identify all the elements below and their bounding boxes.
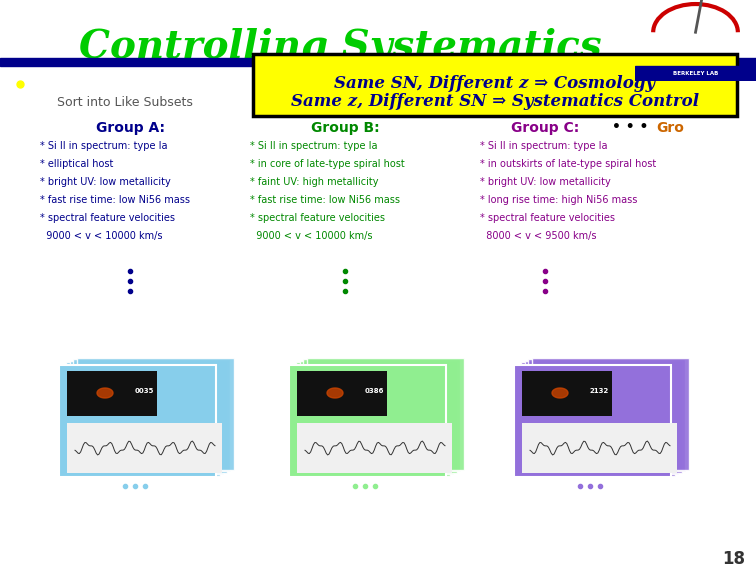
Text: 0035: 0035: [135, 388, 154, 394]
FancyBboxPatch shape: [66, 362, 223, 474]
Bar: [67, 423, 222, 473]
Text: 18: 18: [722, 550, 745, 568]
Text: * fast rise time: low Ni56 mass: * fast rise time: low Ni56 mass: [250, 195, 400, 205]
FancyBboxPatch shape: [293, 363, 450, 476]
FancyBboxPatch shape: [253, 54, 737, 116]
Text: * bright UV: low metallicity: * bright UV: low metallicity: [480, 177, 611, 187]
FancyBboxPatch shape: [514, 365, 671, 477]
Text: * spectral feature velocities: * spectral feature velocities: [480, 213, 615, 223]
FancyBboxPatch shape: [521, 362, 678, 474]
Text: Group B:: Group B:: [311, 121, 380, 135]
Text: 9000 < v < 10000 km/s: 9000 < v < 10000 km/s: [40, 231, 163, 241]
Text: SN
2132: SN 2132: [615, 430, 646, 452]
Bar: [297, 371, 387, 416]
Bar: [0, 58, 756, 66]
Text: * elliptical host: * elliptical host: [40, 159, 113, 169]
FancyBboxPatch shape: [289, 365, 446, 477]
FancyBboxPatch shape: [303, 359, 460, 471]
Text: Sort into Like Subsets: Sort into Like Subsets: [57, 96, 193, 109]
Text: 2132: 2132: [590, 388, 609, 394]
Text: * long rise time: high Ni56 mass: * long rise time: high Ni56 mass: [480, 195, 637, 205]
FancyBboxPatch shape: [59, 365, 216, 477]
Text: • • •: • • •: [612, 120, 648, 134]
Bar: [635, 66, 756, 81]
Bar: [297, 423, 452, 473]
Bar: [522, 423, 677, 473]
Bar: [522, 371, 612, 416]
Text: Controlling Systematics: Controlling Systematics: [79, 28, 601, 66]
Polygon shape: [97, 388, 113, 398]
Text: * Si II in spectrum: type Ia: * Si II in spectrum: type Ia: [40, 141, 168, 151]
Text: * Si II in spectrum: type Ia: * Si II in spectrum: type Ia: [480, 141, 608, 151]
Text: Same z, Different SN ⇒ Systematics Control: Same z, Different SN ⇒ Systematics Contr…: [291, 93, 699, 111]
FancyBboxPatch shape: [306, 358, 463, 469]
Text: 8000 < v < 9500 km/s: 8000 < v < 9500 km/s: [480, 231, 596, 241]
FancyBboxPatch shape: [518, 363, 674, 476]
Text: * bright UV: low metallicity: * bright UV: low metallicity: [40, 177, 171, 187]
Text: Gro: Gro: [656, 121, 684, 135]
Text: * in outskirts of late-type spiral host: * in outskirts of late-type spiral host: [480, 159, 656, 169]
FancyBboxPatch shape: [59, 365, 216, 477]
FancyBboxPatch shape: [299, 361, 457, 472]
Polygon shape: [552, 388, 568, 398]
FancyBboxPatch shape: [70, 361, 227, 472]
Bar: [67, 371, 157, 416]
Text: BERKELEY LAB: BERKELEY LAB: [673, 71, 718, 76]
FancyBboxPatch shape: [73, 359, 230, 471]
FancyBboxPatch shape: [528, 359, 685, 471]
Text: * faint UV: high metallicity: * faint UV: high metallicity: [250, 177, 379, 187]
Text: 0386: 0386: [365, 388, 384, 394]
Text: 9000 < v < 10000 km/s: 9000 < v < 10000 km/s: [250, 231, 373, 241]
Text: * spectral feature velocities: * spectral feature velocities: [250, 213, 385, 223]
FancyBboxPatch shape: [76, 358, 234, 469]
Text: * Si II in spectrum: type Ia: * Si II in spectrum: type Ia: [250, 141, 377, 151]
FancyBboxPatch shape: [525, 361, 681, 472]
FancyBboxPatch shape: [63, 363, 219, 476]
FancyBboxPatch shape: [289, 365, 446, 477]
Text: Same SN, Different z ⇒ Cosmology: Same SN, Different z ⇒ Cosmology: [334, 74, 655, 92]
FancyBboxPatch shape: [514, 365, 671, 477]
Text: Group A:: Group A:: [95, 121, 165, 135]
Text: Group C:: Group C:: [511, 121, 579, 135]
Text: SN
1982: SN 1982: [389, 430, 420, 452]
Text: * in core of late-type spiral host: * in core of late-type spiral host: [250, 159, 404, 169]
FancyBboxPatch shape: [296, 362, 453, 474]
Polygon shape: [327, 388, 343, 398]
Text: SN
2031: SN 2031: [160, 430, 191, 452]
Text: * fast rise time: low Ni56 mass: * fast rise time: low Ni56 mass: [40, 195, 190, 205]
FancyBboxPatch shape: [531, 358, 689, 469]
Text: * spectral feature velocities: * spectral feature velocities: [40, 213, 175, 223]
